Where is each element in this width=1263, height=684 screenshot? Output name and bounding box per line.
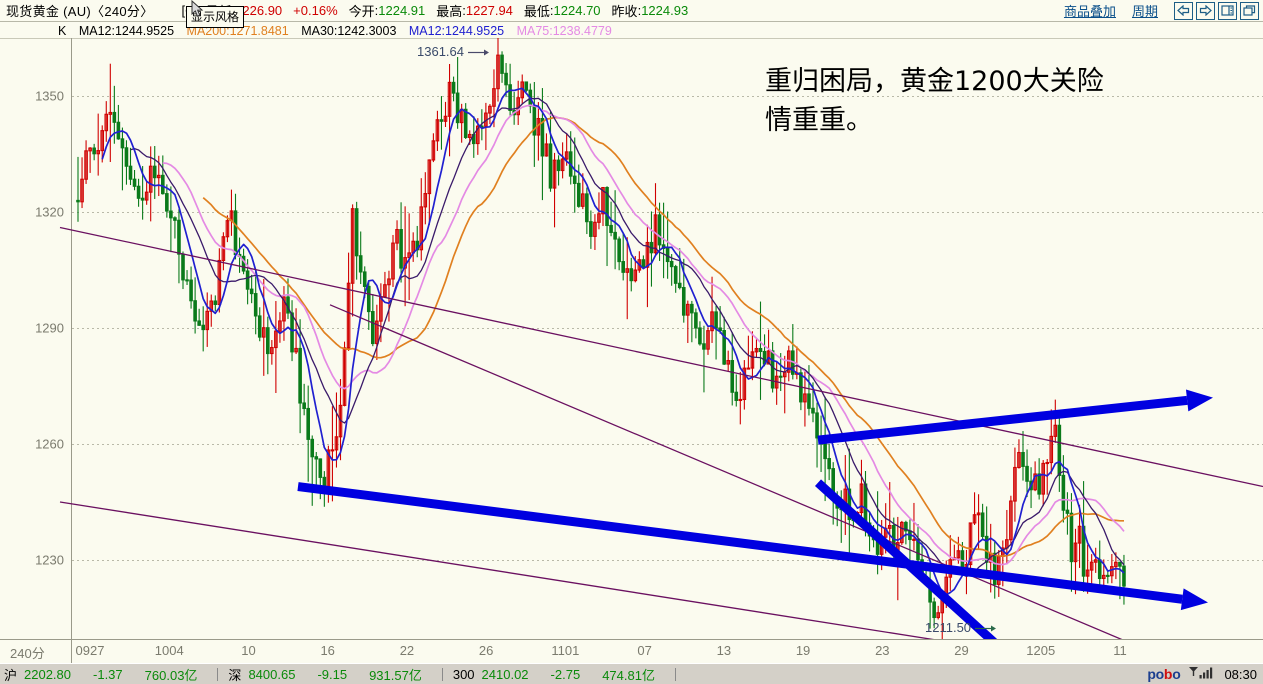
index-sh-amount: 760.03亿	[144, 667, 198, 683]
pobo-logo: pobo	[1147, 666, 1181, 682]
status-divider-1	[217, 667, 219, 681]
y-axis-label-1350: 1350	[35, 88, 64, 104]
price-chart[interactable]: 1350 1320 1290 1260 1230	[0, 38, 1263, 640]
quote-open: 今开:1224.91	[348, 3, 426, 19]
x-axis-separator	[71, 640, 72, 663]
instrument-title: 现货黄金 (AU)〈240分〉	[6, 4, 154, 19]
mouse-cursor-icon	[191, 0, 204, 24]
restore-window-icon[interactable]	[1240, 1, 1259, 20]
y-axis-line	[71, 38, 72, 640]
status-divider-3	[674, 667, 676, 681]
candlestick-series	[76, 38, 1126, 640]
next-arrow-icon[interactable]	[1196, 1, 1215, 20]
blue-arrow-middle-head	[1180, 588, 1208, 611]
clock-time: 08:30	[1224, 666, 1257, 682]
gridline-1290	[72, 328, 1263, 329]
quote-change-pct: +0.16%	[293, 3, 338, 18]
period-label: 240分	[10, 646, 45, 661]
x-axis-tick-1004: 1004	[154, 643, 184, 658]
index-csi300-value: 2410.02	[481, 666, 529, 682]
nav-icon-group	[1174, 1, 1259, 20]
index-csi300-amount: 474.81亿	[602, 667, 655, 683]
purple-downtrend-line	[59, 226, 1263, 488]
index-sz-change: -9.15	[317, 666, 348, 682]
purple-steep-line	[329, 304, 1125, 640]
quote-group: [C 最新:1226.90 +0.16% 今开:1224.91 最高:1227.…	[182, 1, 689, 20]
x-axis-tick-22: 22	[399, 643, 415, 658]
x-axis-tick-19: 19	[795, 643, 811, 658]
legend-k: K	[58, 24, 67, 38]
index-sh[interactable]: 沪 2202.80 -1.37 760.03亿	[4, 665, 207, 684]
prev-arrow-icon[interactable]	[1174, 1, 1193, 20]
y-axis-label-1320: 1320	[35, 204, 64, 220]
y-axis-label-1260: 1260	[35, 436, 64, 452]
x-axis-tick-16: 16	[320, 643, 335, 658]
x-axis-tick-10: 10	[241, 643, 256, 658]
split-layout-icon[interactable]	[1218, 1, 1237, 20]
overlay-link[interactable]: 商品叠加	[1063, 4, 1116, 19]
period-link[interactable]: 周期	[1131, 4, 1158, 19]
legend-ma12b: MA12:1244.9525	[408, 24, 505, 38]
annotation-line-2: 情重重。	[765, 105, 873, 137]
gridline-1350	[72, 96, 1263, 97]
index-sz-amount: 931.57亿	[369, 667, 422, 683]
y-axis-label-1230: 1230	[35, 552, 64, 568]
index-sh-name: 沪	[4, 667, 18, 683]
status-right: pobo 08:30	[1147, 666, 1263, 682]
signal-strength-icon	[1189, 666, 1215, 682]
legend-ma75: MA75:1238.4779	[516, 24, 612, 38]
x-axis-tick-13: 13	[716, 643, 732, 658]
display-style-tooltip: 显示风格	[186, 6, 245, 28]
ma-legend: K MA12:1244.9525 MA200:1271.8481 MA30:12…	[58, 24, 621, 38]
legend-ma12a: MA12:1244.9525	[78, 24, 175, 38]
index-sh-change: -1.37	[93, 666, 123, 682]
gridline-1260	[72, 444, 1263, 445]
toolbar-right: 商品叠加 周期	[1064, 1, 1263, 20]
index-sh-value: 2202.80	[24, 666, 72, 682]
plot-bottom-border	[0, 639, 1263, 640]
trendline-overlay	[297, 389, 1213, 640]
purple-uptrend-line	[59, 501, 941, 640]
plot-canvas	[59, 38, 1263, 640]
quote-high: 最高:1227.94	[436, 3, 513, 19]
ma12-line	[101, 87, 1125, 596]
x-axis-tick-26: 26	[478, 643, 494, 658]
x-axis-tick-1101: 1101	[551, 643, 580, 658]
index-sz-name: 深	[228, 667, 242, 683]
ma200-line	[202, 116, 1124, 557]
ma75-line	[162, 104, 1125, 566]
x-axis: 240分 0927 1004 10 16 22 26 1101 07 13 19 23 29 1205 1…	[0, 640, 1263, 663]
blue-arrow-middle-shaft	[297, 482, 1183, 604]
x-axis-tick-1205: 1205	[1026, 643, 1056, 658]
index-csi300[interactable]: 300 2410.02 -2.75 474.81亿	[453, 665, 665, 684]
status-bar: 沪 2202.80 -1.37 760.03亿 深 8400.65 -9.15 …	[0, 663, 1263, 684]
quote-toolbar: 现货黄金 (AU)〈240分〉 [C 最新:1226.90 +0.16% 今开:…	[0, 0, 1263, 22]
blue-arrow-lower-shaft	[814, 479, 999, 640]
high-price-callout: 1361.64	[417, 44, 490, 59]
x-axis-tick-23: 23	[875, 643, 890, 658]
chart-annotation: 重归困局，黄金1200大关险 情重重。	[765, 62, 1195, 140]
x-axis-tick-11: 11	[1113, 643, 1127, 658]
index-sz[interactable]: 深 8400.65 -9.15 931.57亿	[228, 665, 431, 684]
index-csi300-change: -2.75	[550, 666, 581, 682]
annotation-line-1: 重归困局，黄金1200大关险	[765, 66, 1104, 97]
status-divider-2	[441, 667, 443, 681]
quote-low: 最低:1224.70	[523, 3, 601, 19]
index-csi300-name: 300	[452, 666, 475, 682]
x-axis-tick-07: 07	[637, 643, 652, 658]
x-axis-tick-0927: 0927	[75, 643, 105, 658]
blue-arrow-upper-head	[1185, 389, 1213, 412]
low-price-callout: 1211.50	[925, 620, 997, 635]
index-sz-value: 8400.65	[248, 666, 296, 682]
legend-ma30: MA30:1242.3003	[301, 24, 397, 38]
blue-arrow-upper-shaft	[817, 395, 1188, 445]
gridline-1230	[72, 560, 1263, 561]
y-axis-label-1290: 1290	[35, 320, 64, 336]
plot-top-border	[0, 38, 1263, 39]
x-axis-tick-29: 29	[954, 643, 969, 658]
quote-prevclose: 昨收:1224.93	[611, 3, 689, 19]
